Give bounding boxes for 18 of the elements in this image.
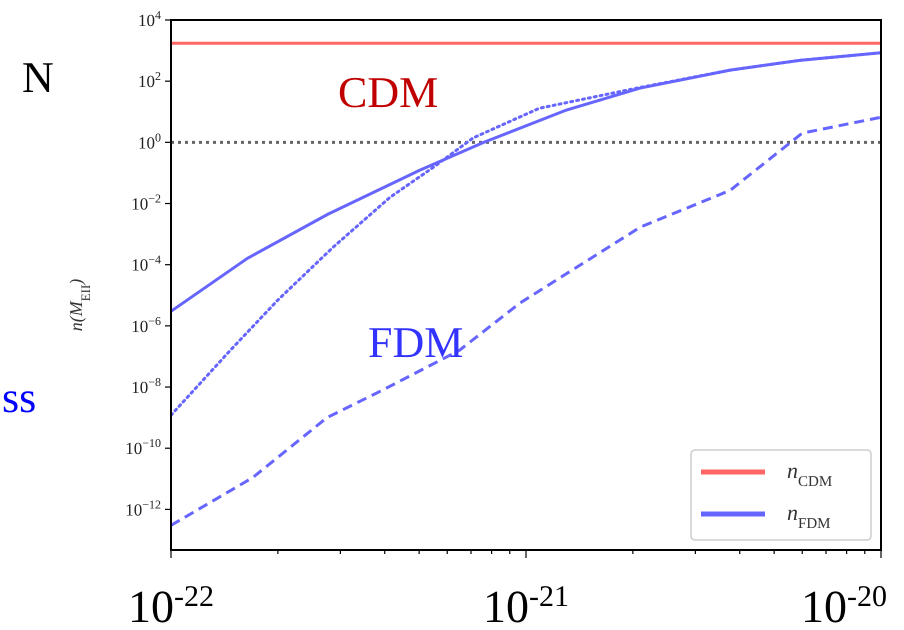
text: ss (2, 373, 36, 422)
legend-label: n$_{CDM}$ (787, 458, 832, 490)
legend-label: n$_{FDM}$ (787, 500, 831, 532)
y-tick-label: 10$^{−6}$ (131, 314, 161, 336)
x-tick-label: 10$^{-22}$ (128, 580, 214, 630)
y-tick-label: 10$^{−10}$ (125, 436, 161, 458)
y-tick-label: 10$^{−2}$ (131, 192, 161, 214)
y-tick-label: 10$^{−8}$ (131, 375, 161, 398)
x-tick-label: 10$^{-20}$ (801, 580, 887, 630)
y-tick-label: 10$^{4}$ (138, 8, 161, 30)
text: N (22, 53, 54, 102)
y-tick-label: 10$^{−12}$ (125, 497, 161, 520)
annotation: CDM (338, 68, 438, 117)
annotation: FDM (368, 318, 464, 367)
y-tick-label: 10$^{0}$ (138, 130, 161, 152)
y-tick-label: 10$^{2}$ (138, 69, 161, 92)
y-tick-label: 10$^{−4}$ (131, 252, 161, 275)
x-tick-label: 10$^{-21}$ (483, 580, 569, 630)
